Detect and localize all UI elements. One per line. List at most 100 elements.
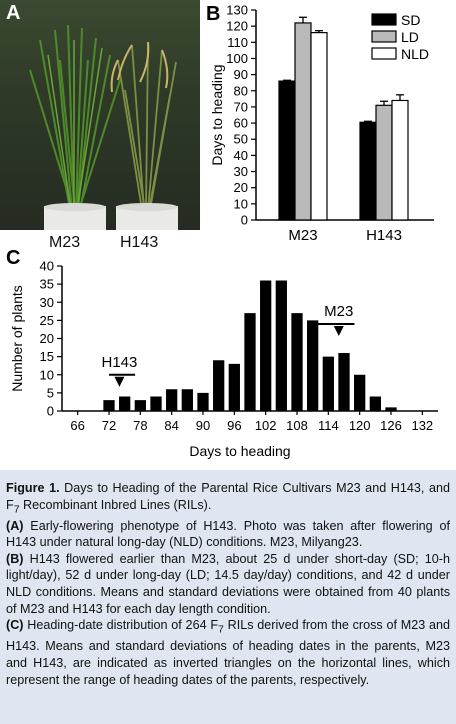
legend-swatch bbox=[371, 13, 397, 26]
bar bbox=[307, 320, 319, 411]
caption-b-tag: (B) bbox=[6, 551, 24, 566]
y-tick-label: 80 bbox=[234, 83, 248, 98]
x-tick-label: 78 bbox=[133, 418, 147, 433]
bar bbox=[278, 80, 296, 221]
caption-title-suffix: Recombinant Inbred Lines (RILs). bbox=[19, 497, 212, 512]
y-tick-label: 25 bbox=[40, 313, 54, 328]
x-tick-label: M23 bbox=[288, 227, 317, 244]
panel-a-letter: A bbox=[6, 2, 21, 24]
caption-c: (C) Heading-date distribution of 264 F7 … bbox=[6, 617, 450, 688]
caption-c-text-2: RILs derived from the cross of M23 and H… bbox=[6, 618, 450, 687]
y-tick-label: 70 bbox=[234, 99, 248, 114]
y-tick-label: 20 bbox=[40, 331, 54, 346]
y-tick-label: 30 bbox=[234, 164, 248, 179]
legend-swatch bbox=[371, 47, 397, 60]
caption-b-text: H143 flowered earlier than M23, about 25… bbox=[6, 551, 450, 616]
caption-c-sub: 7 bbox=[218, 623, 224, 636]
bar bbox=[213, 360, 225, 411]
y-tick-label: 120 bbox=[226, 19, 248, 34]
y-tick-label: 0 bbox=[241, 213, 248, 228]
caption-b: (B) H143 flowered earlier than M23, abou… bbox=[6, 551, 450, 617]
bar bbox=[244, 313, 256, 411]
bar bbox=[354, 374, 366, 411]
caption-a-text: Early-flowering phenotype of H143. Photo… bbox=[6, 518, 450, 550]
bar bbox=[310, 32, 328, 221]
x-tick-label: 102 bbox=[255, 418, 277, 433]
caption-a-tag: (A) bbox=[6, 518, 24, 533]
bar bbox=[322, 356, 334, 411]
chart-c: C 0 5 10 15 20 25 30 35 40 66 72 78 84 90 96 102 108 114 12… bbox=[6, 247, 438, 459]
y-tick-label: 130 bbox=[226, 3, 248, 18]
y-tick-label: 40 bbox=[40, 259, 54, 274]
caption-title-prefix: Figure 1. bbox=[6, 481, 60, 495]
caption-title: Figure 1. Days to Heading of the Parenta… bbox=[6, 480, 450, 518]
bar bbox=[119, 396, 131, 411]
caption-title-sub: 7 bbox=[13, 503, 20, 516]
bar bbox=[103, 400, 115, 411]
panel-b-letter: B bbox=[206, 3, 220, 25]
y-tick-label: 10 bbox=[40, 367, 54, 382]
x-tick-label: 66 bbox=[70, 418, 84, 433]
legend-label: NLD bbox=[401, 46, 429, 62]
bar bbox=[150, 396, 162, 411]
bar bbox=[391, 99, 409, 221]
x-tick-label: 108 bbox=[286, 418, 308, 433]
y-tick-label: 35 bbox=[40, 277, 54, 292]
bar bbox=[294, 22, 312, 221]
bar bbox=[275, 280, 287, 411]
x-axis-title: Days to heading bbox=[189, 443, 290, 459]
panel-c-letter: C bbox=[6, 247, 20, 269]
y-tick-label: 15 bbox=[40, 349, 54, 364]
photo-label-m23: M23 bbox=[49, 234, 81, 251]
mean-triangle bbox=[114, 376, 125, 387]
legend-swatch bbox=[371, 30, 397, 43]
y-tick-label: 5 bbox=[47, 385, 54, 400]
caption-title-text: Days to Heading of the Parental Rice Cul… bbox=[6, 481, 450, 512]
x-tick-label: 126 bbox=[380, 418, 402, 433]
bar bbox=[181, 389, 193, 411]
x-tick-label: 84 bbox=[164, 418, 178, 433]
y-tick-label: 90 bbox=[234, 67, 248, 82]
figure-caption: Figure 1. Days to Heading of the Parenta… bbox=[0, 470, 456, 724]
caption-c-tag: (C) bbox=[6, 618, 24, 633]
bar bbox=[228, 363, 240, 411]
annotation-label: H143 bbox=[102, 354, 138, 371]
y-tick-label: 110 bbox=[227, 35, 248, 50]
caption-c-text-1: Heading-date distribution of 264 F bbox=[23, 618, 219, 633]
y-tick-label: 0 bbox=[47, 404, 54, 419]
bar bbox=[359, 121, 377, 221]
bar bbox=[166, 389, 178, 411]
y-axis-title: Number of plants bbox=[9, 285, 25, 392]
plant-photo: A bbox=[0, 0, 200, 230]
bar bbox=[375, 104, 393, 221]
y-tick-label: 60 bbox=[234, 116, 248, 131]
photo-label-h143: H143 bbox=[120, 234, 159, 251]
y-tick-label: 10 bbox=[234, 196, 248, 211]
mean-triangle bbox=[333, 326, 344, 336]
y-tick-label: 20 bbox=[234, 180, 248, 195]
bar bbox=[260, 280, 272, 411]
bar bbox=[291, 313, 303, 411]
rice-plants-illustration bbox=[29, 24, 178, 230]
y-axis-title: Days to heading bbox=[209, 64, 225, 165]
y-tick-label: 40 bbox=[234, 148, 248, 163]
x-tick-label: 132 bbox=[411, 418, 433, 433]
y-tick-label: 30 bbox=[40, 295, 54, 310]
legend-label: LD bbox=[401, 29, 419, 45]
x-tick-label: 120 bbox=[349, 418, 371, 433]
bar bbox=[369, 396, 381, 411]
bar bbox=[197, 392, 209, 411]
x-tick-label: 96 bbox=[227, 418, 241, 433]
annotation-label: M23 bbox=[324, 303, 353, 320]
x-tick-label: 72 bbox=[102, 418, 116, 433]
y-tick-label: 100 bbox=[226, 51, 248, 66]
caption-a: (A) Early-flowering phenotype of H143. P… bbox=[6, 518, 450, 551]
bar bbox=[385, 407, 397, 411]
bar bbox=[338, 353, 350, 411]
x-tick-label: 90 bbox=[196, 418, 210, 433]
x-tick-label: 114 bbox=[318, 418, 339, 433]
x-tick-label: H143 bbox=[366, 227, 402, 244]
bar bbox=[134, 400, 146, 411]
legend-label: SD bbox=[401, 12, 420, 28]
